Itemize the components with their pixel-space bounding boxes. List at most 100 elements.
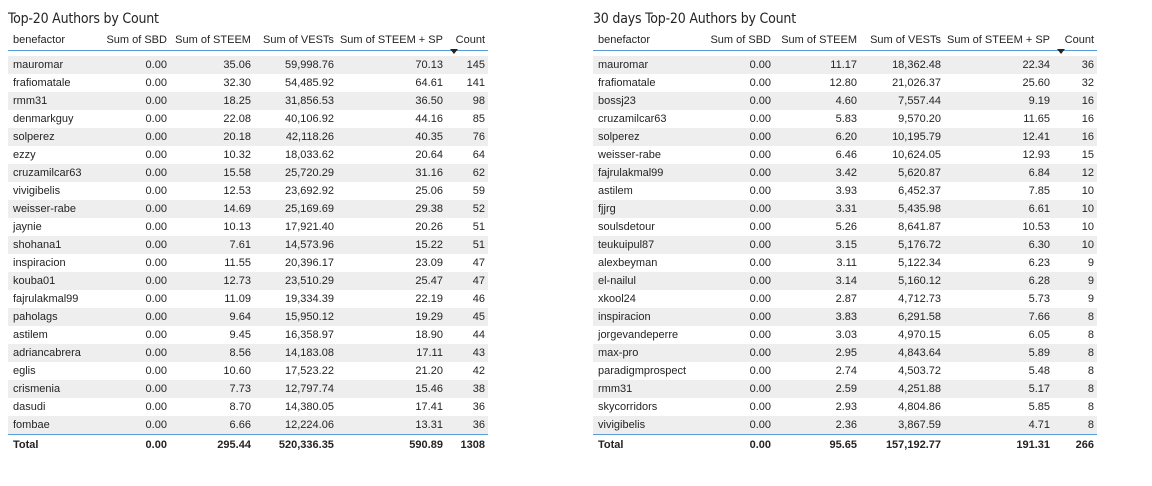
cell-sum-of-steem-sp: 7.85 (944, 182, 1054, 200)
table-row[interactable]: cruzamilcar63 0.00 5.83 9,570.20 11.65 16 (593, 110, 1098, 128)
column-header-sum-of-vests[interactable]: Sum of VESTs (263, 34, 334, 46)
table-row[interactable]: xkool24 0.00 2.87 4,712.73 5.73 9 (593, 290, 1098, 308)
table-row[interactable]: weisser-rabe 0.00 14.69 25,169.69 29.38 52 (8, 200, 488, 218)
cell-sum-of-steem-sp: 18.90 (336, 326, 446, 344)
table-row[interactable]: bossj23 0.00 4.60 7,557.44 9.19 16 (593, 92, 1098, 110)
table-row[interactable]: jaynie 0.00 10.13 17,921.40 20.26 51 (8, 218, 488, 236)
cell-benefactor: cruzamilcar63 (8, 164, 93, 182)
table-row[interactable]: astilem 0.00 9.45 16,358.97 18.90 44 (8, 326, 488, 344)
cell-sum-of-sbd: 0.00 (697, 344, 774, 362)
table-row[interactable]: teukuipul87 0.00 3.15 5,176.72 6.30 10 (593, 236, 1098, 254)
cell-sum-of-vests: 4,503.72 (860, 362, 944, 380)
table-row[interactable]: rmm31 0.00 18.25 31,856.53 36.50 98 (8, 92, 488, 110)
cell-sum-of-steem: 11.55 (169, 254, 254, 272)
cell-sum-of-steem: 3.15 (774, 236, 860, 254)
table-row[interactable]: shohana1 0.00 7.61 14,573.96 15.22 51 (8, 236, 488, 254)
cell-sum-of-sbd: 0.00 (92, 146, 170, 164)
cell-sum-of-steem-sp: 25.60 (944, 74, 1054, 92)
cell-sum-of-sbd: 0.00 (92, 92, 170, 110)
cell-benefactor: inspiracion (8, 254, 93, 272)
table-row[interactable]: fombae 0.00 6.66 12,224.06 13.31 36 (8, 416, 488, 435)
table-row[interactable]: vivigibelis 0.00 12.53 23,692.92 25.06 59 (8, 182, 488, 200)
top20-authors-table[interactable]: benefactor Sum of SBD Sum of STEEM Sum o… (8, 30, 488, 454)
cell-sum-of-steem: 2.87 (774, 290, 860, 308)
table-row[interactable]: skycorridors 0.00 2.93 4,804.86 5.85 8 (593, 398, 1098, 416)
column-header-sum-of-steem-sp[interactable]: Sum of STEEM + SP (339, 34, 443, 46)
cell-sum-of-steem-sp: 19.29 (336, 308, 446, 326)
cell-sum-of-steem: 6.20 (774, 128, 860, 146)
table-row[interactable]: rmm31 0.00 2.59 4,251.88 5.17 8 (593, 380, 1098, 398)
cell-sum-of-steem: 11.09 (169, 290, 254, 308)
cell-sum-of-vests: 19,334.39 (253, 290, 337, 308)
column-header-sum-of-steem[interactable]: Sum of STEEM (175, 34, 251, 46)
table-row[interactable]: el-nailul 0.00 3.14 5,160.12 6.28 9 (593, 272, 1098, 290)
table-row[interactable]: max-pro 0.00 2.95 4,843.64 5.89 8 (593, 344, 1098, 362)
column-header-sum-of-sbd[interactable]: Sum of SBD (106, 34, 167, 46)
cell-sum-of-vests: 25,169.69 (253, 200, 337, 218)
cell-sum-of-steem-sp: 40.35 (336, 128, 446, 146)
table-row[interactable]: denmarkguy 0.00 22.08 40,106.92 44.16 85 (8, 110, 488, 128)
cell-benefactor: denmarkguy (8, 110, 93, 128)
table-row[interactable]: frafiomatale 0.00 32.30 54,485.92 64.61 141 (8, 74, 488, 92)
cell-sum-of-steem: 3.93 (774, 182, 860, 200)
table-row[interactable]: vivigibelis 0.00 2.36 3,867.59 4.71 8 (593, 416, 1098, 435)
cell-sum-of-sbd: 0.00 (697, 236, 774, 254)
cell-benefactor: rmm31 (8, 92, 93, 110)
table-row[interactable]: kouba01 0.00 12.73 23,510.29 25.47 47 (8, 272, 488, 290)
table-row[interactable]: cruzamilcar63 0.00 15.58 25,720.29 31.16 62 (8, 164, 488, 182)
cell-sum-of-sbd: 0.00 (697, 218, 774, 236)
cell-benefactor: xkool24 (593, 290, 697, 308)
table-row[interactable]: frafiomatale 0.00 12.80 21,026.37 25.60 32 (593, 74, 1098, 92)
cell-sum-of-steem: 3.14 (774, 272, 860, 290)
cell-sum-of-steem-sp: 17.11 (336, 344, 446, 362)
table-row[interactable]: inspiracion 0.00 11.55 20,396.17 23.09 47 (8, 254, 488, 272)
cell-benefactor: solperez (593, 128, 697, 146)
table-row[interactable]: weisser-rabe 0.00 6.46 10,624.05 12.93 15 (593, 146, 1098, 164)
cell-benefactor: astilem (8, 326, 93, 344)
table-row[interactable]: inspiracion 0.00 3.83 6,291.58 7.66 8 (593, 308, 1098, 326)
table-row[interactable]: paholags 0.00 9.64 15,950.12 19.29 45 (8, 308, 488, 326)
table-row[interactable]: solperez 0.00 6.20 10,195.79 12.41 16 (593, 128, 1098, 146)
column-header-benefactor[interactable]: benefactor (13, 34, 65, 46)
table-row[interactable]: fajrulakmal99 0.00 11.09 19,334.39 22.19 46 (8, 290, 488, 308)
cell-count: 45 (445, 308, 488, 326)
cell-benefactor: eglis (8, 362, 93, 380)
table-row[interactable]: crismenia 0.00 7.73 12,797.74 15.46 38 (8, 380, 488, 398)
cell-sum-of-vests: 5,620.87 (860, 164, 944, 182)
table-row[interactable]: eglis 0.00 10.60 17,523.22 21.20 42 (8, 362, 488, 380)
cell-sum-of-sbd: 0.00 (697, 200, 774, 218)
table-row[interactable]: solperez 0.00 20.18 42,118.26 40.35 76 (8, 128, 488, 146)
30-days-top20-authors-visual[interactable]: 30 days Top-20 Authors by Count benefact… (593, 8, 1103, 454)
column-header-sum-of-sbd[interactable]: Sum of SBD (710, 34, 771, 46)
cell-count: 141 (445, 74, 488, 92)
table-row[interactable]: mauromar 0.00 35.06 59,998.76 70.13 145 (8, 56, 488, 74)
cell-sum-of-steem-sp: 5.48 (944, 362, 1054, 380)
table-row[interactable]: fajrulakmal99 0.00 3.42 5,620.87 6.84 12 (593, 164, 1098, 182)
30-days-top20-authors-table[interactable]: benefactor Sum of SBD Sum of STEEM Sum o… (593, 30, 1098, 454)
total-row: Total 0.00 95.65 157,192.77 191.31 266 (593, 434, 1098, 454)
column-header-sum-of-steem[interactable]: Sum of STEEM (781, 34, 857, 46)
cell-sum-of-vests: 4,970.15 (860, 326, 944, 344)
column-header-count[interactable]: Count (446, 30, 488, 54)
table-row[interactable]: astilem 0.00 3.93 6,452.37 7.85 10 (593, 182, 1098, 200)
table-row[interactable]: adriancabrera 0.00 8.56 14,183.08 17.11 43 (8, 344, 488, 362)
table-row[interactable]: paradigmprospect 0.00 2.74 4,503.72 5.48 8 (593, 362, 1098, 380)
column-header-count[interactable]: Count (1053, 30, 1097, 54)
table-row[interactable]: soulsdetour 0.00 5.26 8,641.87 10.53 10 (593, 218, 1098, 236)
table-row[interactable]: dasudi 0.00 8.70 14,380.05 17.41 36 (8, 398, 488, 416)
table-row[interactable]: alexbeyman 0.00 3.11 5,122.34 6.23 9 (593, 254, 1098, 272)
table-row[interactable]: mauromar 0.00 11.17 18,362.48 22.34 36 (593, 56, 1098, 74)
table-row[interactable]: jorgevandeperre 0.00 3.03 4,970.15 6.05 8 (593, 326, 1098, 344)
column-header-benefactor[interactable]: benefactor (598, 34, 650, 46)
top20-authors-visual[interactable]: Top-20 Authors by Count benefactor Sum o… (8, 8, 488, 454)
cell-sum-of-sbd: 0.00 (92, 128, 170, 146)
cell-sum-of-steem-sp: 6.61 (944, 200, 1054, 218)
cell-sum-of-steem-sp: 9.19 (944, 92, 1054, 110)
table-row[interactable]: ezzy 0.00 10.32 18,033.62 20.64 64 (8, 146, 488, 164)
cell-sum-of-steem-sp: 29.38 (336, 200, 446, 218)
cell-sum-of-steem-sp: 70.13 (336, 56, 446, 74)
cell-sum-of-steem: 7.73 (169, 380, 254, 398)
column-header-sum-of-steem-sp[interactable]: Sum of STEEM + SP (947, 34, 1051, 46)
table-row[interactable]: fjjrg 0.00 3.31 5,435.98 6.61 10 (593, 200, 1098, 218)
column-header-sum-of-vests[interactable]: Sum of VESTs (870, 34, 941, 46)
